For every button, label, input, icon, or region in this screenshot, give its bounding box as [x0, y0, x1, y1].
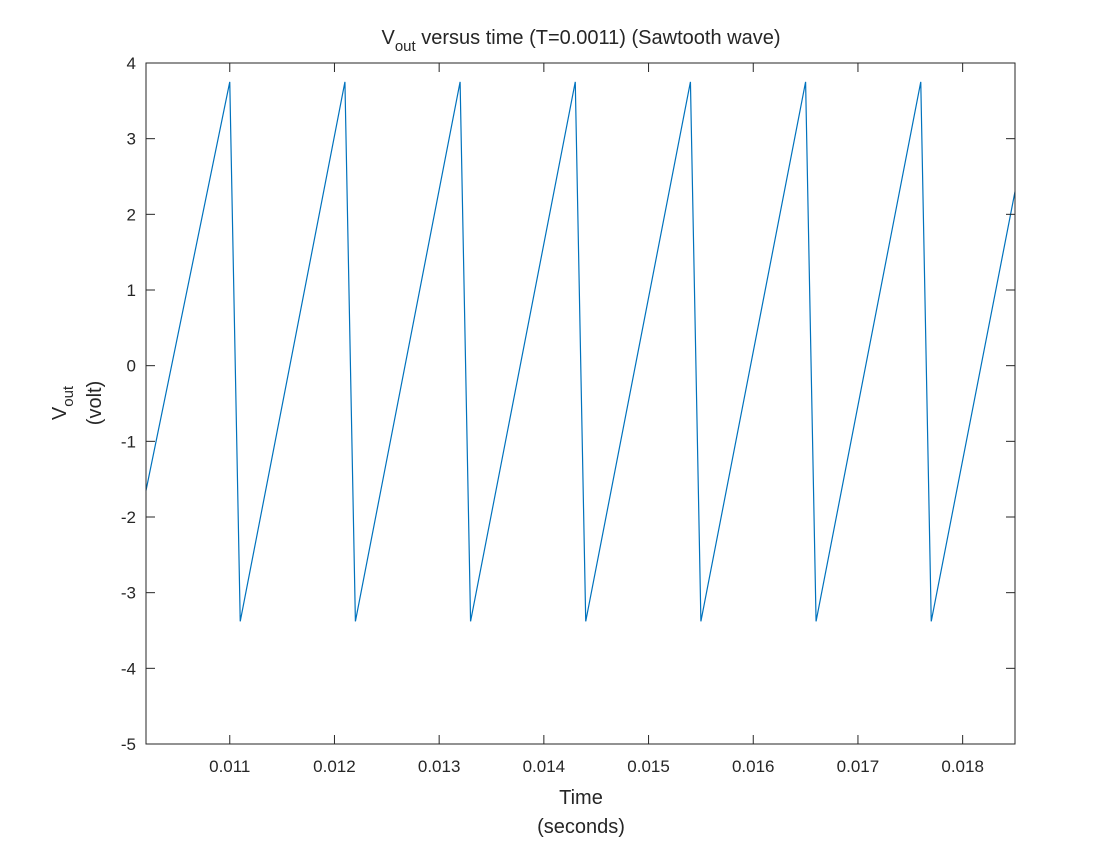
y-tick-label: -5	[121, 735, 136, 754]
x-tick-label: 0.014	[523, 757, 566, 776]
y-tick-label: 1	[127, 281, 136, 300]
y-axis-title-subscript: out	[60, 385, 77, 407]
x-axis-title: Time (seconds)	[537, 787, 625, 838]
y-tick-label: -4	[121, 659, 136, 678]
chart-title: Vout versus time (T=0.0011) (Sawtooth wa…	[382, 27, 781, 55]
y-tick-label: 4	[127, 54, 136, 73]
y-tick-label: -2	[121, 508, 136, 527]
chart-title-rest: versus time (T=0.0011) (Sawtooth wave)	[416, 27, 781, 49]
x-tick-label: 0.016	[732, 757, 775, 776]
y-axis-title-main: V	[49, 406, 71, 420]
y-tick-label: 0	[127, 357, 136, 376]
y-tick-label: 3	[127, 130, 136, 149]
svg-text:Vout versus time (T=0.0011) (S: Vout versus time (T=0.0011) (Sawtooth wa…	[382, 27, 781, 55]
x-tick-label: 0.011	[209, 757, 250, 776]
x-tick-label: 0.012	[313, 757, 356, 776]
chart-title-main: V	[382, 27, 396, 49]
series-layer	[145, 81, 1016, 622]
axes-box	[145, 62, 1016, 745]
x-tick-label: 0.015	[627, 757, 670, 776]
plot-area	[146, 63, 1015, 744]
x-tick-label: 0.017	[837, 757, 880, 776]
x-tick-label: 0.018	[941, 757, 984, 776]
y-tick-label: 2	[127, 205, 136, 224]
svg-text:Vout: Vout	[49, 385, 77, 420]
x-axis-title-line-1: Time	[559, 787, 603, 809]
ticks-layer: 0.011 0.012 0.013 0.014 0.015 0.016 0.017 0.018…	[121, 54, 1015, 776]
y-tick-label: -3	[121, 584, 136, 603]
y-axis-title: Vout (volt)	[49, 381, 106, 425]
chart-title-subscript: out	[395, 38, 417, 55]
y-axis-title-line-2: (volt)	[84, 381, 106, 425]
x-axis-title-line-2: (seconds)	[537, 816, 625, 838]
x-tick-label: 0.013	[418, 757, 461, 776]
series-line-0	[145, 81, 1016, 622]
y-tick-label: -1	[121, 432, 136, 451]
